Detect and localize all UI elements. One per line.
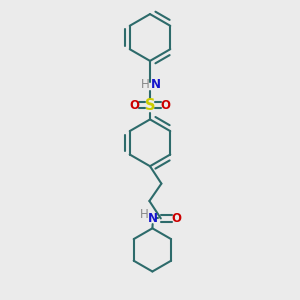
Text: H: H <box>141 78 150 92</box>
Text: S: S <box>145 98 155 113</box>
Text: N: N <box>148 212 158 225</box>
Text: H: H <box>140 208 149 221</box>
Text: O: O <box>129 99 140 112</box>
Text: O: O <box>171 212 182 225</box>
Text: O: O <box>160 99 171 112</box>
Text: N: N <box>150 78 161 92</box>
